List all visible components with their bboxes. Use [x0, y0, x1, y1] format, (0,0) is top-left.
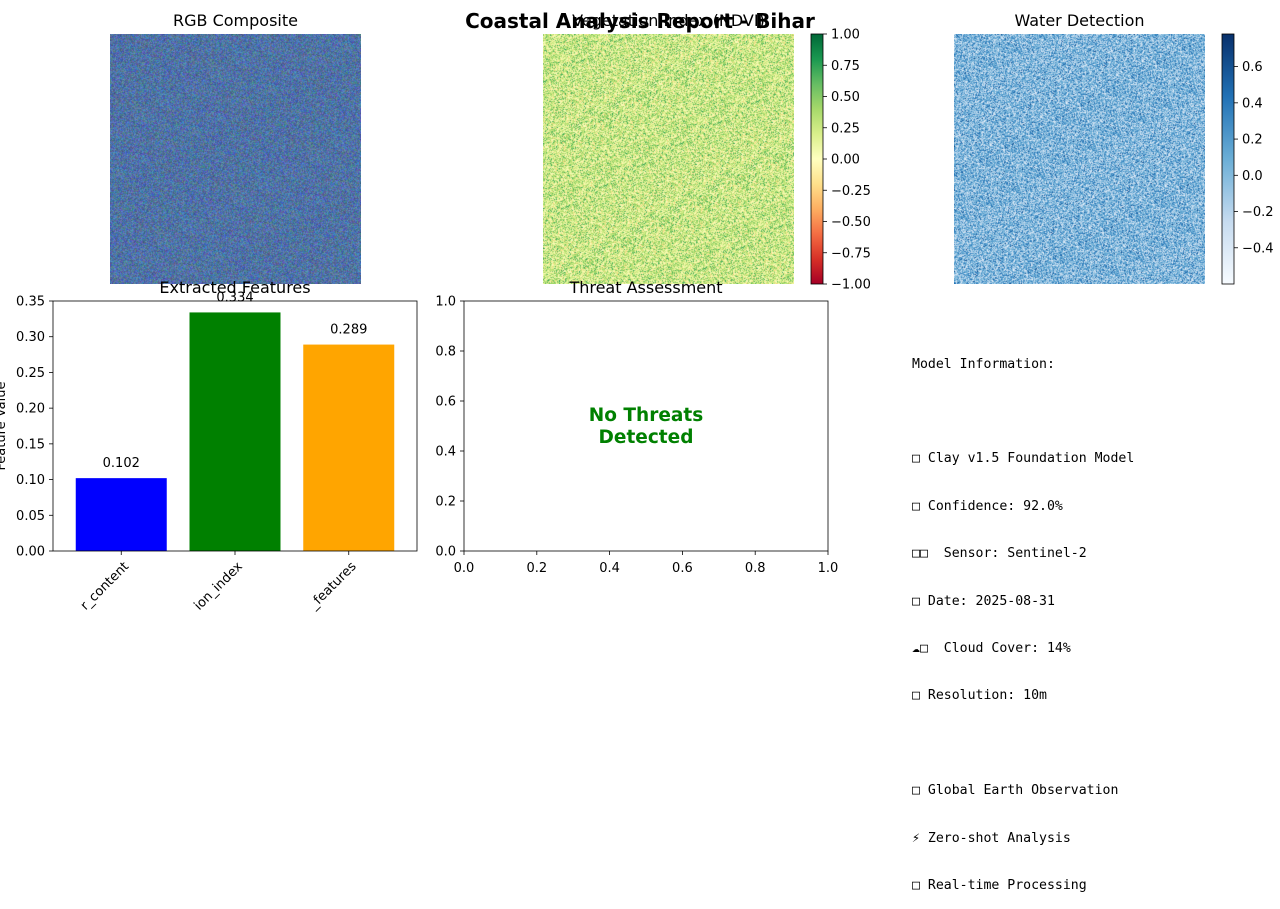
threat-message-line2: Detected	[599, 427, 694, 448]
bar-water_content	[75, 478, 167, 551]
threat-x-tick-label: 0.6	[672, 561, 693, 576]
bar-chart-ylabel: Feature Value	[0, 382, 9, 471]
model-info-line: ⚡ Zero-shot Analysis	[912, 830, 1071, 846]
model-info-spacer	[912, 736, 1134, 752]
model-info-line: □ Confidence: 92.0%	[912, 498, 1063, 514]
extracted-features-chart: Extracted Features Feature Value 0.00 0.0…	[0, 278, 418, 612]
threat-x-tick-label: 0.4	[599, 561, 620, 576]
water-colorbar: 0.6 0.4 0.2 0.0 −0.2 −0.4	[1221, 33, 1274, 285]
colorbar-tick-label: 1.00	[831, 28, 860, 43]
water-detection-image	[954, 34, 1205, 284]
colorbar-tick-label: 0.75	[831, 59, 860, 74]
colorbar-tick-label: 0.6	[1242, 60, 1263, 75]
ndvi-panel-title: Vegetation Index (NDVI)	[572, 11, 765, 30]
ndvi-colorbar: 1.00 0.75 0.50 0.25 0.00 −0.25 −0.50 −0.75 −1.00	[810, 28, 871, 293]
model-info-spacer	[912, 404, 1134, 420]
colorbar-tick-label: 0.00	[831, 153, 860, 168]
threat-x-tick-label: 0.2	[526, 561, 547, 576]
threat-x-tick-label: 0.0	[454, 561, 475, 576]
colorbar-tick-label: 0.25	[831, 121, 860, 136]
threat-assessment-chart: Threat Assessment 0.0 0.2 0.4 0.6 0.8 1.0 0.0 0…	[435, 278, 839, 576]
bar-y-tick-label: 0.30	[16, 330, 45, 345]
ndvi-image	[543, 34, 794, 284]
bar-y-tick-label: 0.20	[16, 402, 45, 417]
threat-y-tick-label: 0.6	[435, 395, 456, 410]
threat-x-tick-label: 0.8	[745, 561, 766, 576]
bar-chart-title: Extracted Features	[159, 278, 310, 297]
bar-value-label: 0.289	[330, 323, 367, 338]
threat-y-tick-label: 1.0	[435, 295, 456, 310]
bar-y-tick-label: 0.05	[16, 509, 45, 524]
water-panel-title: Water Detection	[1014, 11, 1145, 30]
rgb-panel-title: RGB Composite	[173, 11, 298, 30]
model-info-heading: Model Information:	[912, 356, 1055, 372]
threat-chart-title: Threat Assessment	[568, 278, 722, 297]
bar-y-tick-label: 0.25	[16, 366, 45, 381]
bar-y-tick-label: 0.15	[16, 437, 45, 452]
threat-y-tick-label: 0.4	[435, 445, 456, 460]
threat-y-tick-label: 0.2	[435, 495, 456, 510]
threat-y-tick-label: 0.0	[435, 545, 456, 560]
threat-message-line1: No Threats	[589, 405, 703, 426]
colorbar-tick-label: 0.4	[1242, 96, 1263, 111]
colorbar-tick-label: −0.50	[831, 215, 871, 230]
model-info-line: □ Resolution: 10m	[912, 688, 1047, 704]
colorbar-tick-label: −0.25	[831, 184, 871, 199]
rgb-composite-image	[110, 34, 361, 284]
model-info-line: □ Global Earth Observation	[912, 783, 1119, 799]
colorbar-tick-label: −0.4	[1242, 241, 1274, 256]
colorbar-tick-label: 0.0	[1242, 169, 1263, 184]
bar-x-tick-label: _features	[306, 559, 360, 612]
colorbar-tick-label: −0.75	[831, 246, 871, 261]
model-info-line: ☁□ Cloud Cover: 14%	[912, 640, 1071, 656]
bar-x-tick-label: r_content	[78, 559, 132, 612]
model-info-line: □ Date: 2025-08-31	[912, 593, 1055, 609]
threat-y-tick-label: 0.8	[435, 345, 456, 360]
model-info-line: □□ Sensor: Sentinel-2	[912, 546, 1087, 562]
bar-y-tick-label: 0.10	[16, 473, 45, 488]
bar-y-tick-label: 0.35	[16, 295, 45, 310]
bar-x-tick-label: ion_index	[191, 559, 246, 612]
bar-value-label: 0.334	[216, 290, 253, 305]
colorbar-tick-label: −0.2	[1242, 205, 1274, 220]
model-info-line: □ Real-time Processing	[912, 877, 1087, 893]
model-info-line: □ Clay v1.5 Foundation Model	[912, 451, 1135, 467]
colorbar-tick-label: 0.50	[831, 90, 860, 105]
figure-title: Coastal Analysis Report - Bihar	[465, 9, 815, 33]
colorbar-tick-label: 0.2	[1242, 133, 1263, 148]
threat-x-tick-label: 1.0	[818, 561, 839, 576]
model-info-panel: Model Information: □ Clay v1.5 Foundatio…	[912, 325, 1134, 909]
colorbar-tick-label: −1.00	[831, 278, 871, 293]
bar-y-tick-label: 0.00	[16, 545, 45, 560]
bar-vegetation_index	[189, 312, 281, 551]
bar-value-label: 0.102	[103, 456, 140, 471]
bar-urban_features	[303, 344, 395, 551]
